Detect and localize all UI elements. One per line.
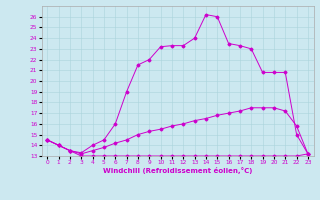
X-axis label: Windchill (Refroidissement éolien,°C): Windchill (Refroidissement éolien,°C) xyxy=(103,167,252,174)
